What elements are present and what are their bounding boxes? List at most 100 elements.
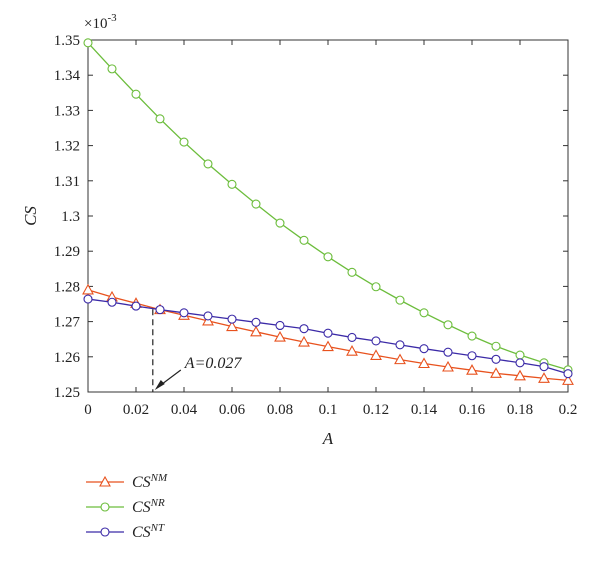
y-tick-label: 1.26 <box>54 350 81 366</box>
y-tick-label: 1.3 <box>61 209 80 225</box>
y-tick-label: 1.35 <box>54 33 80 49</box>
data-point <box>443 320 453 330</box>
data-point <box>466 364 478 375</box>
x-tick-label: 0.12 <box>363 402 389 418</box>
data-point <box>107 64 117 74</box>
legend-marker <box>100 502 110 512</box>
legend-entry-nt: CSNT <box>86 522 165 541</box>
x-tick-label: 0.08 <box>267 402 293 418</box>
x-tick-label: 0 <box>84 402 92 418</box>
data-point <box>275 320 285 331</box>
data-point <box>490 367 502 378</box>
y-tick-label: 1.27 <box>54 315 81 331</box>
series-nt <box>83 294 573 379</box>
data-point <box>491 354 501 364</box>
legend-marker <box>99 475 111 487</box>
data-point <box>491 341 501 351</box>
data-point <box>298 335 310 347</box>
data-point <box>227 179 237 189</box>
y-multiplier: ×10-3 <box>84 12 117 32</box>
legend-marker <box>100 527 110 537</box>
y-tick-label: 1.25 <box>54 385 80 401</box>
data-point <box>563 369 573 379</box>
y-tick-label: 1.34 <box>54 68 81 84</box>
data-point <box>419 308 429 318</box>
data-point <box>443 347 453 357</box>
data-point <box>131 301 141 311</box>
data-point <box>226 320 238 332</box>
data-point <box>299 235 309 245</box>
x-tick-label: 0.2 <box>559 402 578 418</box>
x-tick-label: 0.1 <box>319 402 338 418</box>
data-point <box>467 331 477 341</box>
data-point <box>322 340 334 352</box>
y-multiplier-base: ×10 <box>84 16 107 32</box>
data-point <box>419 344 429 354</box>
y-tick-label: 1.32 <box>54 139 80 155</box>
data-point <box>539 362 549 372</box>
data-point <box>203 159 213 169</box>
legend-label-base: CS <box>132 524 151 541</box>
data-point <box>155 305 165 315</box>
series-line <box>87 42 569 371</box>
x-tick-label: 0.04 <box>171 402 198 418</box>
legend-label-superscript: NT <box>150 522 165 534</box>
data-point <box>179 137 189 147</box>
data-point <box>82 283 94 295</box>
legend-label: CSNM <box>132 472 168 491</box>
data-point <box>227 314 237 324</box>
legend-entry-nr: CSNR <box>86 497 165 516</box>
data-point <box>538 372 550 383</box>
data-point <box>155 114 165 124</box>
data-point <box>347 267 357 277</box>
data-point <box>250 325 262 337</box>
x-tick-label: 0.06 <box>219 402 246 418</box>
annotation-layer: A=0.027 <box>152 309 243 392</box>
legend-entry-nm: CSNM <box>86 472 168 491</box>
series-layer <box>82 38 574 385</box>
y-tick-label: 1.31 <box>54 174 80 190</box>
data-point <box>275 218 285 228</box>
x-tick-label: 0.02 <box>123 402 149 418</box>
annotation-label: A=0.027 <box>184 355 243 372</box>
data-point <box>371 282 381 292</box>
plot-area: 0 0.02 0.04 0.06 0.08 0.1 0.12 0.14 0.16 0.18 0.2 1… <box>21 12 577 448</box>
x-tick-label: 0.14 <box>411 402 438 418</box>
data-point <box>323 252 333 262</box>
data-point <box>83 294 93 304</box>
legend-label-superscript: NM <box>150 472 168 484</box>
data-point <box>514 369 526 381</box>
legend-label-base: CS <box>132 474 151 491</box>
y-multiplier-exponent: -3 <box>107 12 117 24</box>
data-point <box>515 358 525 368</box>
legend-label: CSNT <box>132 522 165 541</box>
data-point <box>370 349 382 360</box>
annotation-arrow-head <box>154 380 165 390</box>
y-axis-label: CS <box>21 206 40 226</box>
data-point <box>467 351 477 361</box>
x-tick-label: 0.16 <box>459 402 486 418</box>
data-point <box>203 311 213 321</box>
data-point <box>418 357 430 369</box>
legend-label-superscript: NR <box>150 497 165 509</box>
data-point <box>251 317 261 327</box>
data-point <box>394 353 406 365</box>
x-tick-label: 0.18 <box>507 402 533 418</box>
data-point <box>347 332 357 342</box>
legend-label: CSNR <box>132 497 165 516</box>
x-axis-label: A <box>322 429 334 448</box>
data-point <box>515 350 525 360</box>
data-point <box>395 340 405 350</box>
data-point <box>442 360 454 372</box>
data-point <box>562 374 574 385</box>
series-nr <box>83 38 573 375</box>
y-tick-label: 1.33 <box>54 103 80 119</box>
data-point <box>395 295 405 305</box>
data-point <box>299 324 309 334</box>
y-tick-label: 1.28 <box>54 279 80 295</box>
data-point <box>323 328 333 338</box>
data-point <box>83 38 93 48</box>
